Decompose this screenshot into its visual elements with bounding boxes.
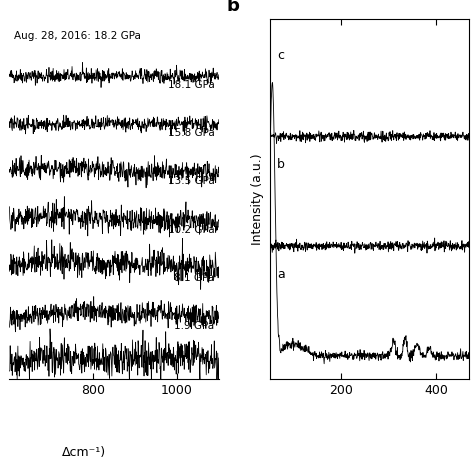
Text: b: b <box>226 0 239 15</box>
Text: b: b <box>277 158 285 172</box>
Text: 10.2 GPa: 10.2 GPa <box>168 225 215 235</box>
Text: 15.8 GPa: 15.8 GPa <box>168 128 215 138</box>
Text: a: a <box>277 268 285 281</box>
Y-axis label: Intensity (a.u.): Intensity (a.u.) <box>251 153 264 245</box>
Text: 8.1 GPa: 8.1 GPa <box>174 273 215 283</box>
Text: c: c <box>277 49 284 62</box>
Text: Aug. 28, 2016: 18.2 GPa: Aug. 28, 2016: 18.2 GPa <box>14 31 141 41</box>
Text: 13.5 GPa: 13.5 GPa <box>168 176 215 186</box>
Text: 1.9 GPa: 1.9 GPa <box>174 321 215 331</box>
Text: Δcm⁻¹): Δcm⁻¹) <box>62 446 106 458</box>
Text: 18.1 GPa: 18.1 GPa <box>168 80 215 90</box>
